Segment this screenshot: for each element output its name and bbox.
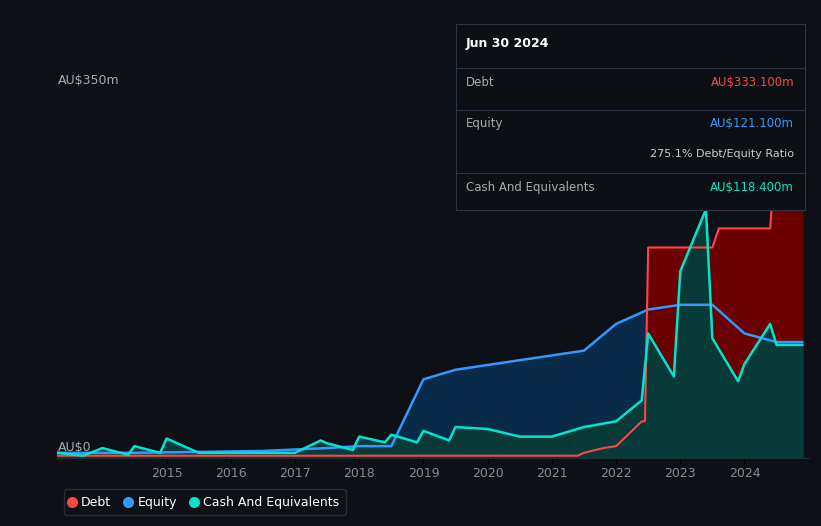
Legend: Debt, Equity, Cash And Equivalents: Debt, Equity, Cash And Equivalents xyxy=(64,489,346,515)
Text: Equity: Equity xyxy=(466,117,503,130)
Text: AU$333.100m: AU$333.100m xyxy=(710,76,794,89)
Text: AU$350m: AU$350m xyxy=(57,74,119,87)
Text: AU$121.100m: AU$121.100m xyxy=(710,117,794,130)
Text: Cash And Equivalents: Cash And Equivalents xyxy=(466,180,594,194)
Text: Debt: Debt xyxy=(466,76,495,89)
Text: 275.1% Debt/Equity Ratio: 275.1% Debt/Equity Ratio xyxy=(650,149,794,159)
Text: AU$118.400m: AU$118.400m xyxy=(710,180,794,194)
Text: AU$0: AU$0 xyxy=(57,441,91,454)
Text: Jun 30 2024: Jun 30 2024 xyxy=(466,37,549,50)
